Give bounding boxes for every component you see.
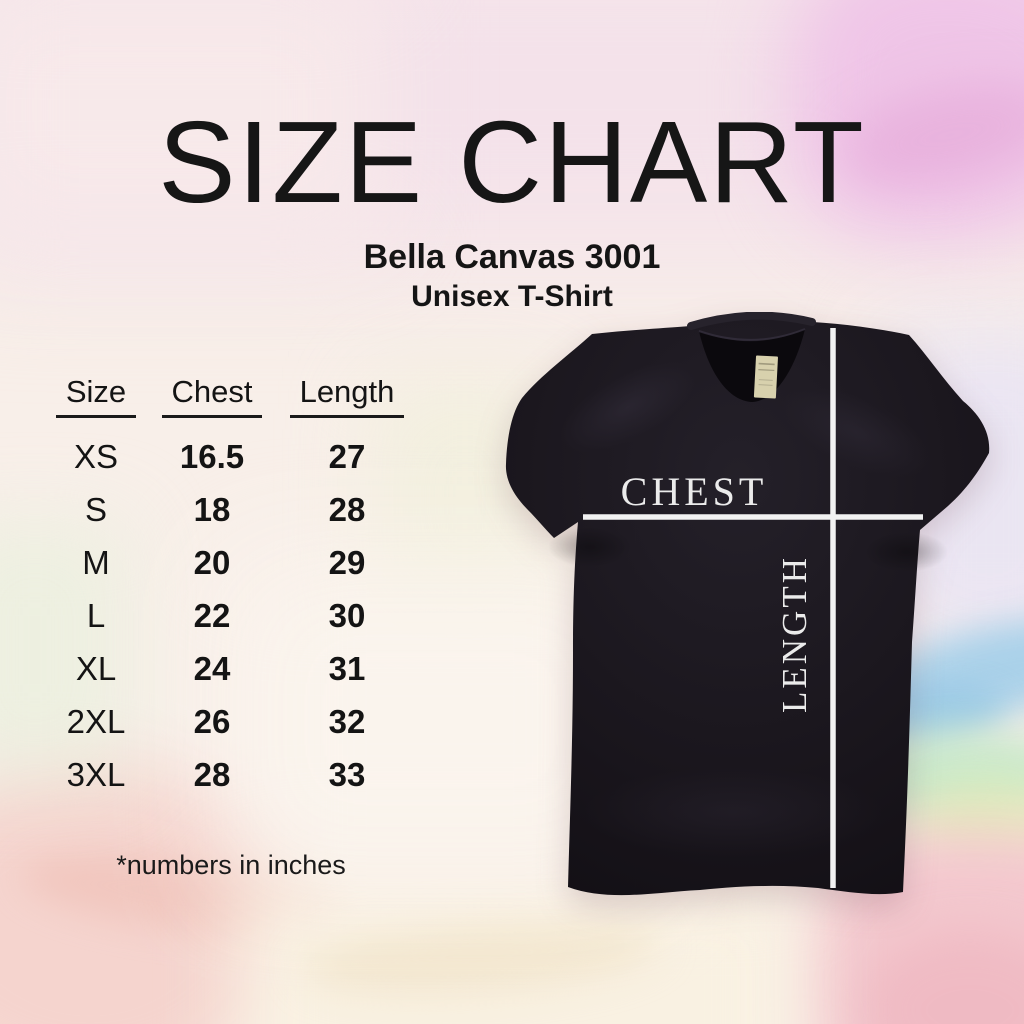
- table-row: 2XL 26 32: [40, 695, 422, 748]
- product-type: Unisex T-Shirt: [411, 280, 613, 313]
- units-note: *numbers in inches: [116, 850, 346, 880]
- chest-label: CHEST: [621, 469, 768, 514]
- length-label: LENGTH: [775, 555, 814, 713]
- value-cell: 33: [328, 755, 366, 793]
- underarm-shadow: [548, 527, 632, 567]
- value-cell: 27: [328, 437, 366, 475]
- product-name: Bella Canvas 3001: [363, 238, 661, 276]
- collar-band: [687, 311, 816, 330]
- size-cell: 2XL: [66, 702, 126, 740]
- table-header-row: Size Chest Length: [40, 374, 422, 418]
- header-size: Size: [55, 374, 137, 418]
- watercolor-blob-tan: [297, 907, 663, 1003]
- value-cell: 30: [328, 596, 366, 634]
- underarm-shadow: [864, 532, 948, 572]
- size-cell: L: [86, 596, 106, 634]
- tshirt-svg: CHEST LENGTH: [505, 311, 990, 896]
- size-table: Size Chest Length XS 16.5 27 S 18 28 M 20 29 L 22 3…: [40, 374, 422, 801]
- value-cell: 18: [193, 490, 231, 528]
- fold-highlight: [560, 361, 696, 453]
- fold-highlight: [781, 387, 931, 477]
- size-cell: S: [84, 490, 107, 528]
- value-cell: 29: [328, 543, 366, 581]
- neck-opening: [699, 329, 805, 402]
- value-cell: 31: [328, 649, 366, 687]
- value-cell: 28: [328, 490, 366, 528]
- header-chest: Chest: [161, 374, 263, 418]
- title-block: SIZE CHART Bella Canvas 3001 Unisex T-Sh…: [0, 104, 1024, 314]
- fold-highlight: [583, 767, 883, 857]
- value-cell: 32: [328, 702, 366, 740]
- table-body: XS 16.5 27 S 18 28 M 20 29 L 22 30 XL 24 31 2XL 26 32 3XL 2…: [40, 430, 422, 801]
- table-row: 3XL 28 33: [40, 748, 422, 801]
- table-row: XL 24 31: [40, 642, 422, 695]
- value-cell: 24: [193, 649, 231, 687]
- collar-rib-edge: [698, 328, 806, 341]
- tshirt-photo: CHEST LENGTH: [478, 311, 998, 912]
- value-cell: 16.5: [179, 437, 245, 475]
- watercolor-blob-salmon-deep: [860, 930, 1024, 1024]
- size-cell: XL: [75, 649, 117, 687]
- collar-tag: [753, 355, 778, 399]
- size-cell: M: [82, 543, 110, 581]
- table-row: S 18 28: [40, 483, 422, 536]
- page-title: SIZE CHART: [158, 97, 866, 227]
- value-cell: 20: [193, 543, 231, 581]
- header-length: Length: [289, 374, 405, 418]
- value-cell: 26: [193, 702, 231, 740]
- size-cell: 3XL: [66, 755, 126, 793]
- table-row: M 20 29: [40, 536, 422, 589]
- value-cell: 22: [193, 596, 231, 634]
- size-cell: XS: [73, 437, 119, 475]
- table-row: L 22 30: [40, 589, 422, 642]
- table-row: XS 16.5 27: [40, 430, 422, 483]
- value-cell: 28: [193, 755, 231, 793]
